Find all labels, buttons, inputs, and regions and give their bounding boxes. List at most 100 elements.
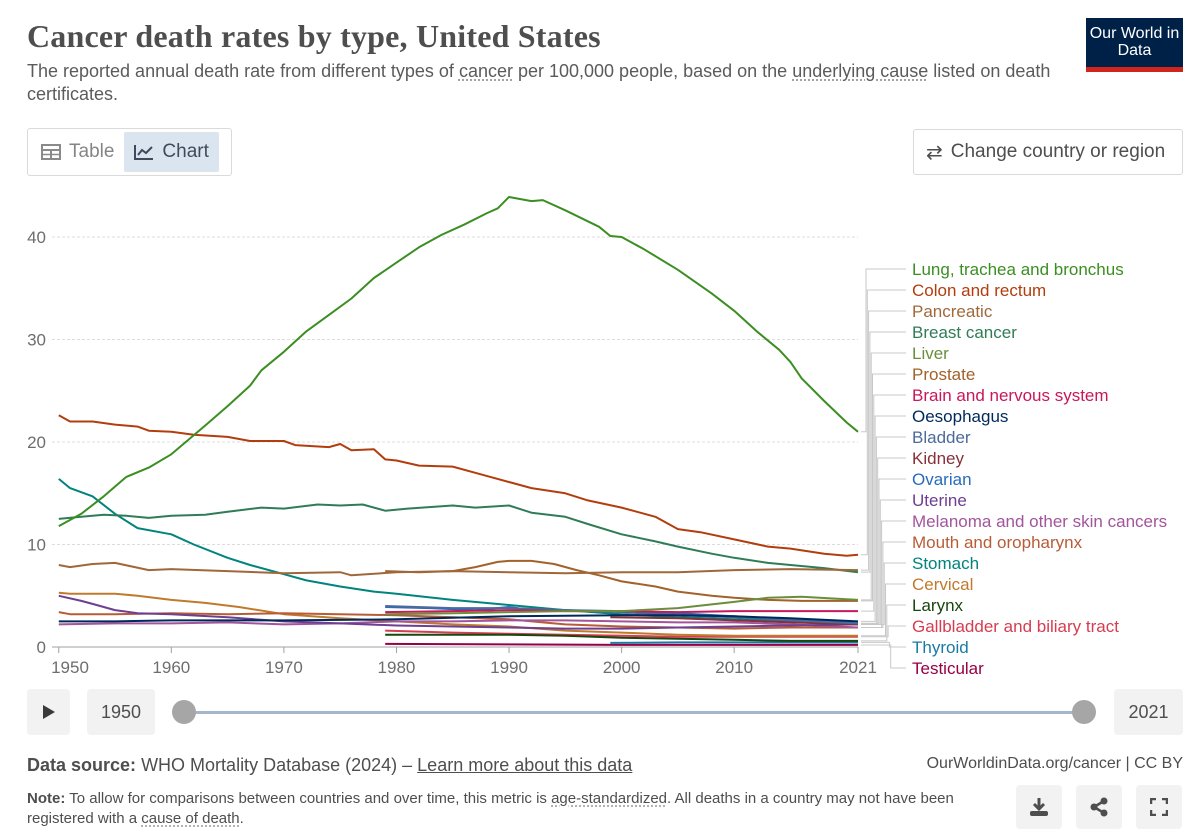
legend-label: Oesophagus — [912, 407, 1008, 426]
download-icon — [1030, 798, 1048, 816]
tab-chart[interactable]: Chart — [124, 132, 219, 172]
y-tick-label: 40 — [27, 228, 46, 247]
chart-subtitle: The reported annual death rate from diff… — [27, 60, 1067, 106]
legend-connector — [861, 268, 906, 433]
subtitle-text: The reported annual death rate from diff… — [27, 61, 459, 81]
legend-label: Thyroid — [912, 638, 969, 657]
legend-connector — [861, 310, 906, 571]
legend-connector — [861, 583, 906, 637]
series-line-thyroid — [610, 641, 858, 644]
x-tick-label: 1980 — [378, 658, 416, 677]
start-year-label: 1950 — [87, 689, 155, 735]
series-line-larynx — [385, 633, 858, 642]
legend-connector — [861, 644, 906, 669]
legend-label: Brain and nervous system — [912, 386, 1109, 405]
legend-label: Cervical — [912, 575, 973, 594]
cause-of-death-link[interactable]: cause of death — [141, 810, 240, 827]
note-label: Note: — [27, 790, 66, 807]
legend-label: Pancreatic — [912, 302, 993, 321]
x-tick-label: 2021 — [839, 658, 877, 677]
source-label: Data source: — [27, 755, 137, 775]
y-tick-label: 0 — [37, 638, 46, 657]
series-line-uterine — [58, 594, 859, 630]
series-line-colon-and-rectum — [58, 414, 859, 557]
legend-label: Ovarian — [912, 470, 972, 489]
series-line-gallbladder-and-biliary-tract — [385, 629, 858, 638]
series-line-melanoma-and-other-skin-cancers — [58, 619, 859, 629]
legend-label: Mouth and oropharynx — [912, 533, 1083, 552]
y-tick-label: 30 — [27, 331, 46, 350]
legend-connector — [861, 478, 906, 624]
share-icon — [1090, 797, 1108, 817]
tab-table[interactable]: Table — [31, 132, 124, 172]
view-tabs: Table Chart — [27, 128, 232, 176]
legend-label: Prostate — [912, 365, 975, 384]
note-text: To allow for comparisons between countri… — [65, 790, 552, 807]
series-line-liver — [385, 595, 859, 616]
legend-connector — [861, 331, 906, 573]
series-line-lung-trachea-and-bronchus — [58, 196, 859, 527]
y-tick-label: 10 — [27, 536, 46, 555]
timeline-start-handle[interactable] — [172, 700, 196, 724]
subtitle-text: per 100,000 people, based on the — [512, 61, 793, 81]
learn-more-link[interactable]: Learn more about this data — [417, 755, 633, 775]
end-year-label: 2021 — [1114, 689, 1183, 735]
tab-table-label: Table — [69, 141, 115, 162]
legend-label: Bladder — [912, 428, 971, 447]
legend-label: Gallbladder and biliary tract — [912, 617, 1119, 636]
source-text: WHO Mortality Database (2024) – — [141, 755, 418, 775]
swap-arrows-icon: ⇄ — [926, 141, 943, 164]
play-button[interactable] — [27, 689, 70, 735]
legend-label: Testicular — [912, 659, 984, 678]
subtitle-text: listed on death certificates. — [27, 61, 1051, 104]
x-tick-label: 2000 — [603, 658, 641, 677]
legend-label: Lung, trachea and bronchus — [912, 260, 1124, 279]
table-icon — [41, 144, 61, 160]
legend-label: Larynx — [912, 596, 964, 615]
x-tick-label: 1990 — [490, 658, 528, 677]
download-button[interactable] — [1016, 785, 1062, 829]
legend-connector — [861, 289, 906, 556]
timeline-end-handle[interactable] — [1072, 700, 1096, 724]
series-line-kidney — [610, 616, 859, 626]
share-button[interactable] — [1076, 785, 1122, 829]
timeline-track[interactable] — [184, 711, 1084, 714]
series-line-breast-cancer — [58, 503, 859, 574]
legend-label: Liver — [912, 344, 949, 363]
cancer-link[interactable]: cancer — [458, 61, 513, 81]
credit[interactable]: OurWorldinData.org/cancer | CC BY — [926, 755, 1183, 772]
note: Note: To allow for comparisons between c… — [27, 789, 987, 829]
fullscreen-icon — [1150, 798, 1168, 816]
series-line-prostate — [385, 559, 858, 602]
note-text: . — [239, 810, 244, 827]
x-tick-label: 1960 — [152, 658, 190, 677]
x-tick-label: 1950 — [51, 658, 89, 677]
tab-chart-label: Chart — [162, 141, 209, 162]
legend-connector — [861, 352, 906, 601]
x-tick-label: 2010 — [715, 658, 753, 677]
play-icon — [42, 705, 55, 719]
legend-label: Melanoma and other skin cancers — [912, 512, 1167, 531]
note-text: . All deaths in a country may not have b… — [27, 790, 954, 827]
legend-connector — [861, 415, 906, 622]
age-standardized-link[interactable]: age-standardized — [551, 790, 668, 807]
change-country-button[interactable]: ⇄ Change country or region — [913, 129, 1183, 175]
fullscreen-button[interactable] — [1136, 785, 1182, 829]
owid-logo[interactable]: Our World in Data — [1086, 18, 1183, 72]
legend-connector — [861, 394, 906, 612]
series-line-oesophagus — [58, 614, 859, 623]
legend-label: Uterine — [912, 491, 967, 510]
legend-connector — [861, 373, 906, 602]
legend-connector — [861, 541, 906, 629]
line-chart: 0 10 20 30 40 1950 1960 1970 1980 1990 2000 2010 202… — [27, 196, 1167, 678]
data-source: Data source: WHO Mortality Database (202… — [27, 755, 632, 776]
chart-title: Cancer death rates by type, United State… — [27, 18, 601, 54]
legend-connector — [861, 562, 906, 625]
legend-label: Stomach — [912, 554, 979, 573]
series-line-testicular — [385, 642, 858, 646]
line-chart-icon — [134, 145, 154, 160]
underlying-cause-link[interactable]: underlying cause — [792, 61, 929, 81]
legend-label: Colon and rectum — [912, 281, 1046, 300]
legend-label: Kidney — [912, 449, 964, 468]
legend-connector — [861, 604, 906, 642]
